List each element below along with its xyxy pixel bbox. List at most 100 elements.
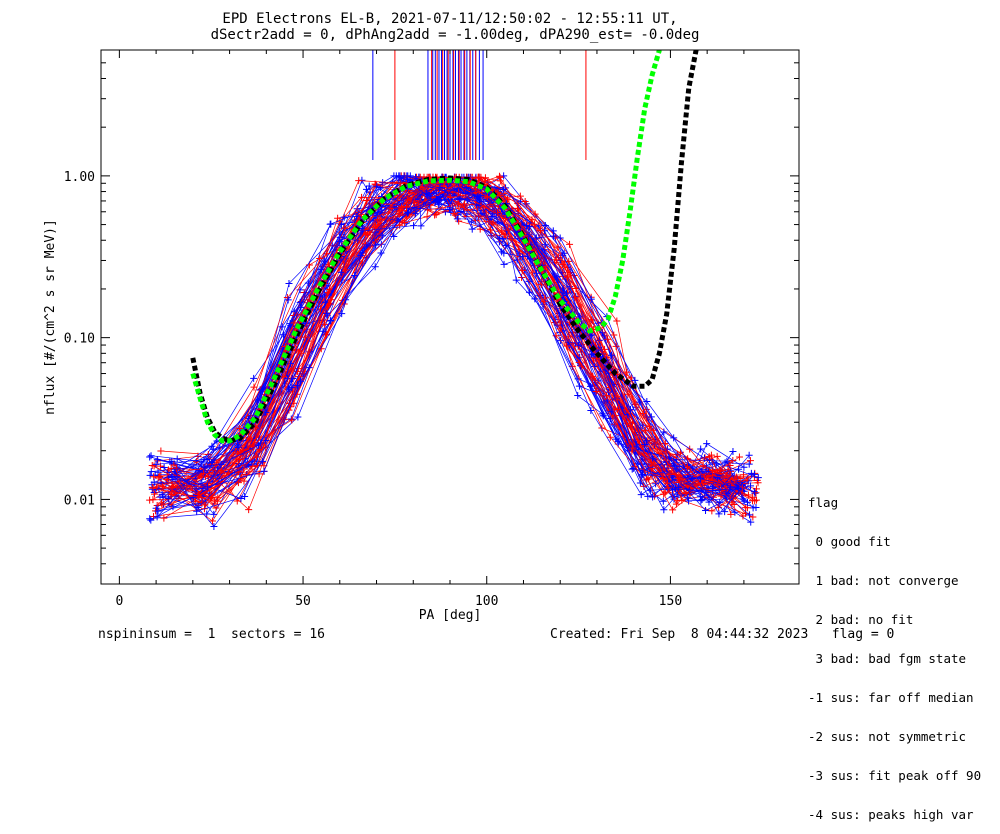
measurement-marker <box>612 342 620 350</box>
measurement-marker <box>483 193 491 201</box>
measurement-marker <box>639 466 647 474</box>
measurement-marker <box>502 242 510 250</box>
black-fit-curve <box>190 50 699 444</box>
measurement-marker <box>475 173 483 181</box>
measurement-marker <box>639 421 647 429</box>
measurement-marker <box>446 206 454 214</box>
measurement-marker <box>500 185 508 193</box>
measurement-marker <box>587 295 595 303</box>
measurement-marker <box>193 507 201 515</box>
measurement-marker <box>586 382 594 390</box>
measurement-marker <box>734 481 742 489</box>
measurement-marker <box>525 231 533 239</box>
measurement-marker <box>396 192 404 200</box>
x-tick-label: 150 <box>659 594 682 609</box>
measurement-marker <box>284 296 292 304</box>
measurement-marker <box>353 213 361 221</box>
measurement-marker <box>149 484 157 492</box>
measurement-marker <box>743 498 751 506</box>
measurement-marker <box>735 453 743 461</box>
measurement-marker <box>365 182 373 190</box>
measurement-marker <box>672 485 680 493</box>
measurement-marker <box>747 469 755 477</box>
measurement-marker <box>602 366 610 374</box>
measurement-marker <box>173 455 181 463</box>
y-tick-label: 0.10 <box>64 332 95 347</box>
measurement-marker <box>745 451 753 459</box>
measurement-marker <box>450 210 458 218</box>
measurement-marker <box>173 473 181 481</box>
measurement-marker <box>245 434 253 442</box>
measurement-marker <box>574 391 582 399</box>
measurement-marker <box>417 222 425 230</box>
measurement-marker <box>240 477 248 485</box>
measurement-marker <box>286 360 294 368</box>
measurement-marker <box>641 440 649 448</box>
measurement-marker <box>146 496 154 504</box>
measurement-marker <box>495 172 503 180</box>
legend-item: -3 sus: fit peak off 90 <box>808 768 982 783</box>
measurement-marker <box>727 510 735 518</box>
measurement-marker <box>316 254 324 262</box>
legend-item: 2 bad: no fit <box>808 612 914 627</box>
measurement-marker <box>715 503 723 511</box>
measurement-marker <box>614 406 622 414</box>
measurement-marker <box>723 457 731 465</box>
chart-title: EPD Electrons EL-B, 2021-07-11/12:50:02 … <box>222 11 677 27</box>
measurement-marker <box>410 222 418 230</box>
measurement-marker <box>208 517 216 525</box>
measurement-marker <box>147 468 155 476</box>
measurement-marker <box>533 269 541 277</box>
measurement-marker <box>613 396 621 404</box>
measurement-marker <box>696 493 704 501</box>
measurement-marker <box>168 488 176 496</box>
measurement-marker <box>152 460 160 468</box>
measurement-marker <box>487 226 495 234</box>
measurement-marker <box>147 516 155 524</box>
measurement-marker <box>334 214 342 222</box>
measurement-marker <box>153 513 161 521</box>
measurement-marker <box>158 499 166 507</box>
measurement-marker <box>295 373 303 381</box>
measurement-marker <box>326 285 334 293</box>
measurement-marker <box>562 289 570 297</box>
measurement-marker <box>203 483 211 491</box>
measurement-marker <box>290 319 298 327</box>
measurement-marker <box>164 494 172 502</box>
measurement-marker <box>541 222 549 230</box>
measurement-marker <box>682 489 690 497</box>
measurement-marker <box>241 493 249 501</box>
measurement-marker <box>250 374 258 382</box>
measurement-marker <box>715 510 723 518</box>
measurement-marker <box>371 222 379 230</box>
legend-item: -1 sus: far off median <box>808 690 974 705</box>
measurement-marker <box>587 407 595 415</box>
measurement-marker <box>146 471 154 479</box>
flag-legend: flag 0 good fit 1 bad: not converge 2 ba… <box>808 470 981 834</box>
measurement-marker <box>705 498 713 506</box>
measurement-marker <box>488 213 496 221</box>
measurement-marker <box>302 333 310 341</box>
measurement-marker <box>705 453 713 461</box>
measurement-marker <box>254 396 262 404</box>
legend-item: 3 bad: bad fgm state <box>808 651 967 666</box>
measurement-marker <box>716 498 724 506</box>
measurement-marker <box>702 506 710 514</box>
measurement-marker <box>460 200 468 208</box>
measurement-marker <box>453 215 461 223</box>
footer-info: nspininsum = 1 sectors = 16 <box>98 627 325 642</box>
measurement-marker <box>644 492 652 500</box>
measurement-marker <box>674 475 682 483</box>
x-axis-label: PA [deg] <box>419 608 482 623</box>
measurement-marker <box>642 437 650 445</box>
measurement-marker <box>474 192 482 200</box>
measurement-marker <box>203 455 211 463</box>
measurement-marker <box>606 433 614 441</box>
measurement-marker <box>146 515 154 523</box>
measurement-marker <box>259 457 267 465</box>
measurement-marker <box>610 331 618 339</box>
measurement-marker <box>154 468 162 476</box>
measurement-marker <box>500 260 508 268</box>
measurement-marker <box>670 434 678 442</box>
measurement-marker <box>433 196 441 204</box>
